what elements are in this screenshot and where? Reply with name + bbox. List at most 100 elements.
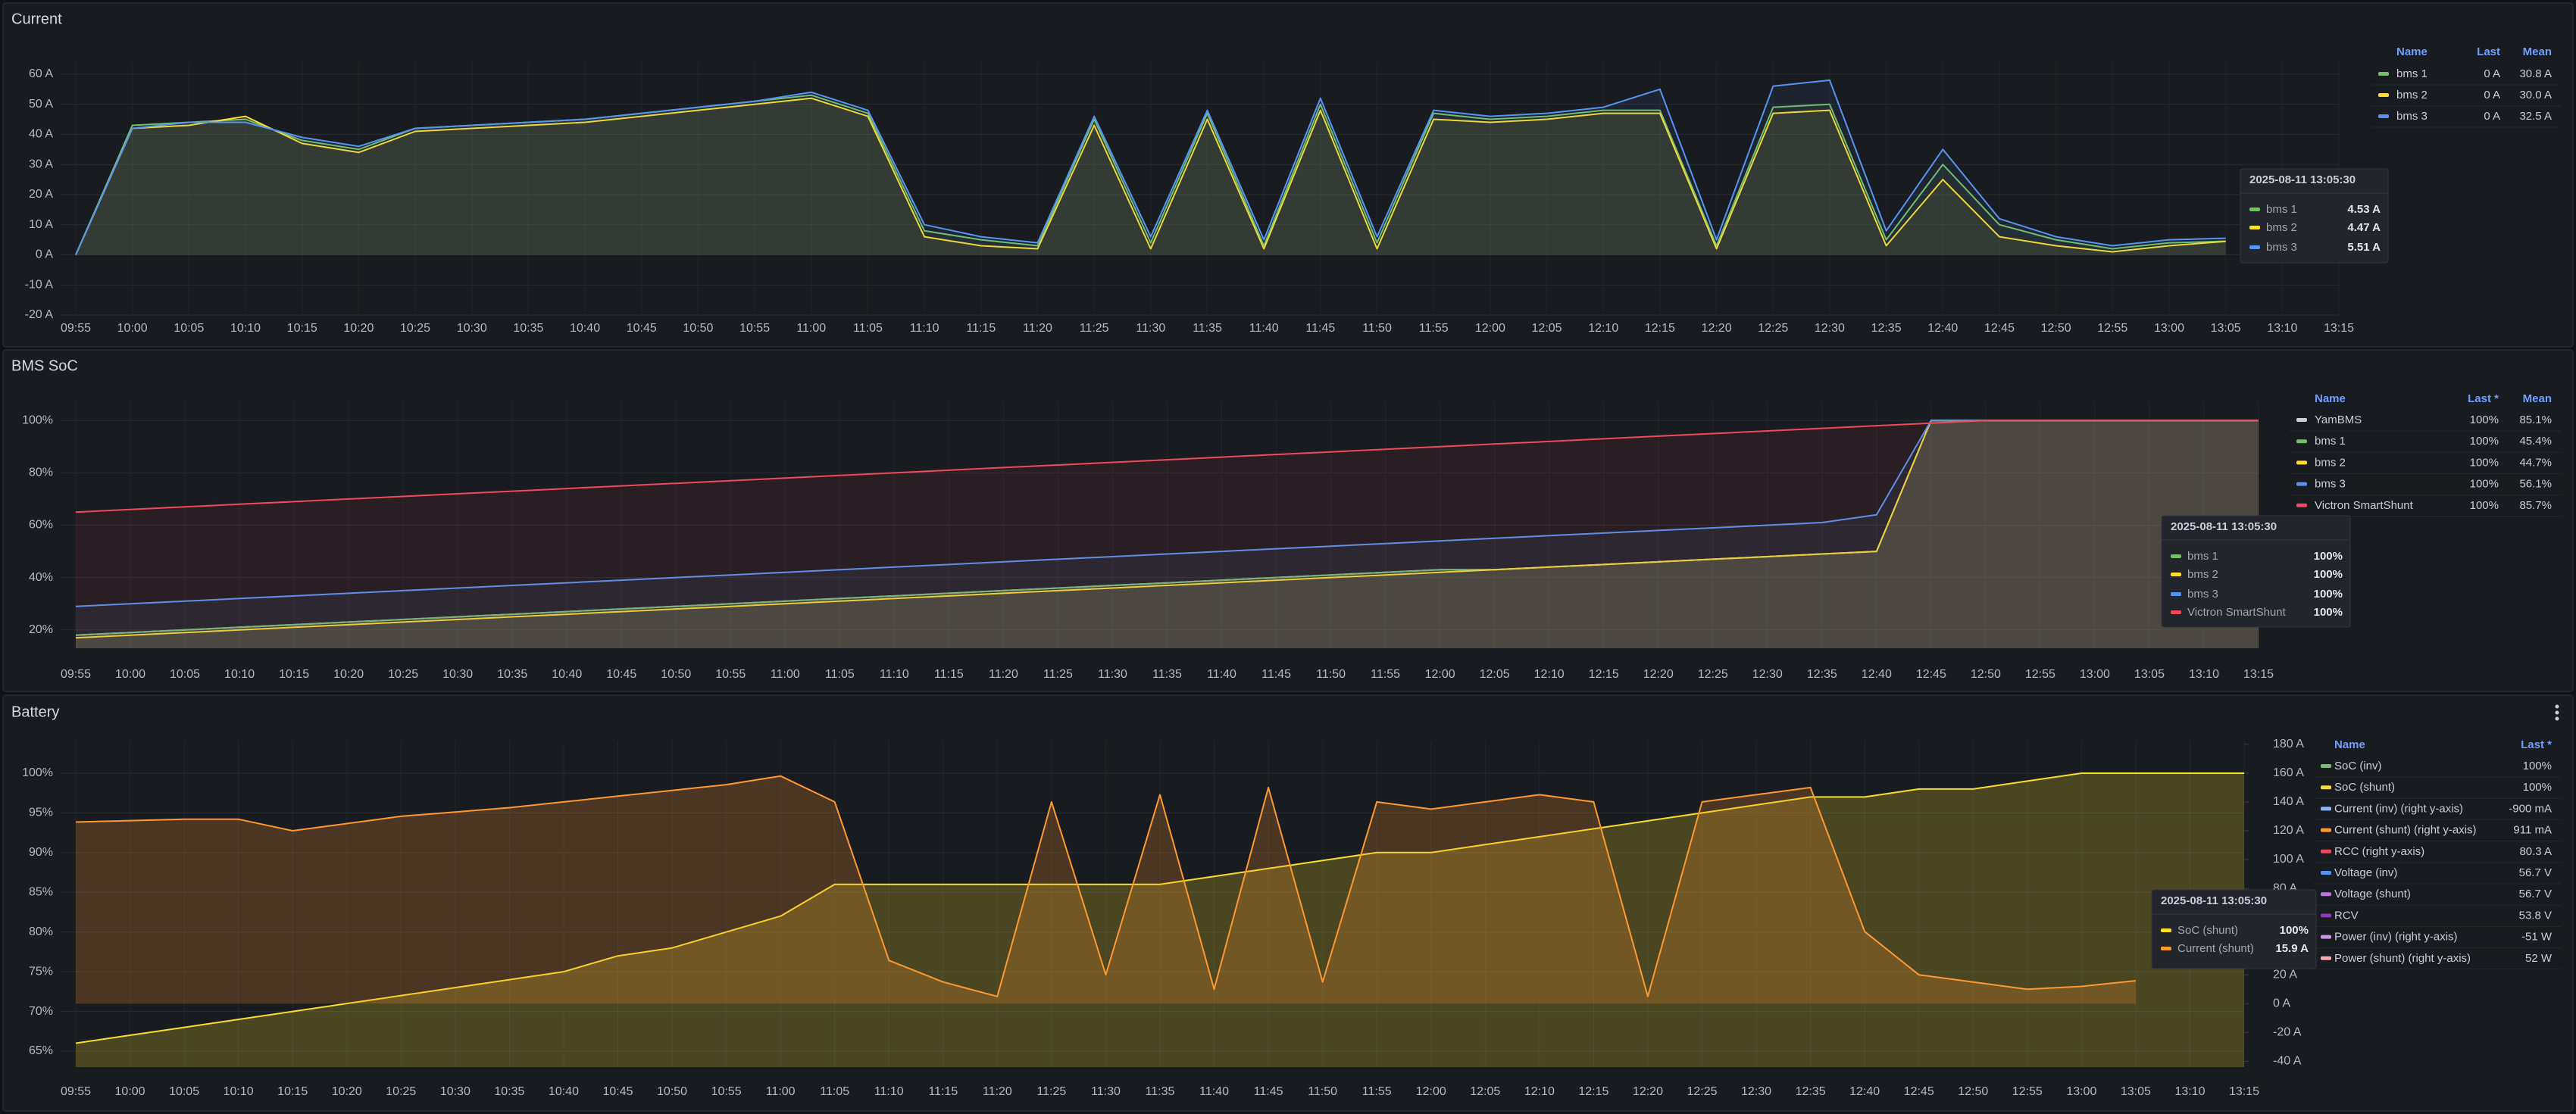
x-tick-label: 09:55: [61, 322, 91, 335]
x-tick-label: 11:35: [1146, 1085, 1175, 1098]
x-tick-label: 12:35: [1807, 668, 1837, 681]
x-tick-label: 12:05: [1470, 1085, 1500, 1098]
x-tick-label: 10:10: [224, 1085, 254, 1098]
x-tick-label: 12:00: [1425, 668, 1455, 681]
x-tick-label: 12:50: [2041, 322, 2071, 335]
x-tick-label: 10:20: [333, 668, 364, 681]
legend-name: Power (shunt) (right y-axis): [2334, 952, 2471, 965]
x-tick-label: 13:00: [2154, 322, 2184, 335]
area-fill: [76, 420, 2259, 648]
legend-mean: 45.4%: [2519, 435, 2552, 448]
x-tick-label: 10:25: [388, 668, 418, 681]
x-tick-label: 10:20: [332, 1085, 362, 1098]
x-tick-label: 10:45: [602, 1085, 633, 1098]
area-fill: [76, 420, 2259, 648]
x-tick-label: 12:50: [1971, 668, 2001, 681]
x-tick-label: 11:50: [1308, 1085, 1337, 1098]
layer: Battery 09:55 10:00 10:05 10:10 10:15 10:20 10:…: [2, 694, 2574, 1112]
x-tick-label: 12:10: [1588, 322, 1618, 335]
x-tick-label: 13:15: [2243, 668, 2274, 681]
tooltip-swatch: [2249, 208, 2260, 211]
legend-name: bms 2: [2396, 89, 2428, 101]
y-tick-label: 70%: [29, 1005, 53, 1018]
x-tick-label: 10:30: [457, 322, 487, 335]
legend-header: Name: [2315, 392, 2346, 405]
legend-swatch: [2321, 892, 2331, 897]
y-tick-label: 75%: [29, 965, 53, 978]
panel: [2, 2, 2574, 348]
legend-name: Current (shunt) (right y-axis): [2334, 824, 2477, 837]
x-tick-label: 12:40: [1849, 1085, 1880, 1098]
x-tick-label: 12:25: [1758, 322, 1788, 335]
x-tick-label: 13:00: [2066, 1085, 2096, 1098]
y-tick-label: -20 A: [25, 308, 54, 321]
legend-name: Voltage (shunt): [2334, 888, 2411, 900]
legend-header: Last *: [2521, 738, 2552, 751]
legend-last: 52 W: [2525, 952, 2553, 965]
y-tick-label: 85%: [29, 885, 53, 898]
legend-swatch: [2296, 418, 2307, 422]
x-tick-label: 10:50: [683, 322, 713, 335]
x-tick-label: 10:40: [570, 322, 600, 335]
x-tick-label: 11:15: [966, 322, 996, 335]
x-tick-label: 13:05: [2211, 322, 2241, 335]
tooltip-box: [2240, 168, 2389, 264]
y-tick-label: 65%: [29, 1044, 53, 1057]
tooltip-name: SoC (shunt): [2177, 924, 2238, 937]
x-tick-label: 11:35: [1193, 322, 1222, 335]
x-tick-label: 13:05: [2121, 1085, 2151, 1098]
x-tick-label: 12:05: [1532, 322, 1562, 335]
area-fill: [76, 95, 2226, 255]
series-line: [75, 79, 2226, 255]
legend-name: RCC (right y-axis): [2334, 845, 2424, 858]
x-tick-label: 12:20: [1633, 1085, 1663, 1098]
tooltip-time: 2025-08-11 13:05:30: [2249, 173, 2356, 186]
x-tick-label: 11:25: [1080, 322, 1109, 335]
x-tick-label: 10:00: [117, 322, 148, 335]
series-line: [75, 420, 2259, 639]
layer: Current 09:55 10:00 10:05 10:10 10:15 10:20 10:…: [2, 2, 2574, 348]
x-tick-label: 11:20: [1023, 322, 1052, 335]
x-tick-label: 10:35: [494, 1085, 524, 1098]
x-tick-label: 11:10: [910, 322, 939, 335]
tooltip-name: bms 1: [2266, 203, 2297, 216]
y-tick-label: 20 A: [29, 188, 53, 201]
x-tick-label: 11:05: [820, 1085, 849, 1098]
tooltip-value: 15.9 A: [2275, 942, 2309, 955]
panel-title: BMS SoC: [11, 357, 78, 374]
legend-mean: 85.7%: [2519, 499, 2552, 512]
legend-header: Last *: [2468, 392, 2499, 405]
x-tick-label: 12:00: [1475, 322, 1505, 335]
x-tick-label: 11:25: [1036, 1085, 1066, 1098]
tooltip-value: 4.53 A: [2347, 203, 2381, 216]
legend-name: Victron SmartShunt: [2315, 499, 2414, 512]
y2-tick-label: 100 A: [2273, 853, 2304, 866]
y-tick-label: 100%: [22, 413, 53, 426]
x-tick-label: 11:10: [880, 668, 909, 681]
legend-swatch: [2321, 913, 2331, 918]
legend-swatch: [2296, 439, 2307, 444]
tooltip-time: 2025-08-11 13:05:30: [2161, 894, 2267, 907]
y-tick-label: 100%: [22, 766, 53, 779]
legend-swatch: [2378, 72, 2389, 76]
x-tick-label: 10:45: [606, 668, 636, 681]
x-tick-label: 12:15: [1578, 1085, 1608, 1098]
tooltip-value: 5.51 A: [2347, 241, 2381, 254]
y-tick-label: -10 A: [25, 278, 54, 291]
x-tick-label: 12:45: [1904, 1085, 1934, 1098]
menu-icon[interactable]: [2555, 710, 2559, 715]
menu-icon-dot: [2555, 716, 2559, 721]
menu-icon-dot: [2555, 704, 2559, 709]
legend-name: Power (inv) (right y-axis): [2334, 931, 2458, 944]
x-tick-label: 10:40: [549, 1085, 579, 1098]
x-tick-label: 11:25: [1043, 668, 1073, 681]
legend-header: Mean: [2523, 45, 2552, 58]
tooltip-name: bms 3: [2187, 588, 2218, 601]
x-tick-label: 10:25: [386, 1085, 416, 1098]
tooltip-swatch: [2171, 554, 2181, 558]
x-tick-label: 11:40: [1249, 322, 1279, 335]
legend-swatch: [2321, 871, 2331, 875]
x-tick-label: 11:20: [989, 668, 1018, 681]
series-line: [75, 775, 2137, 997]
